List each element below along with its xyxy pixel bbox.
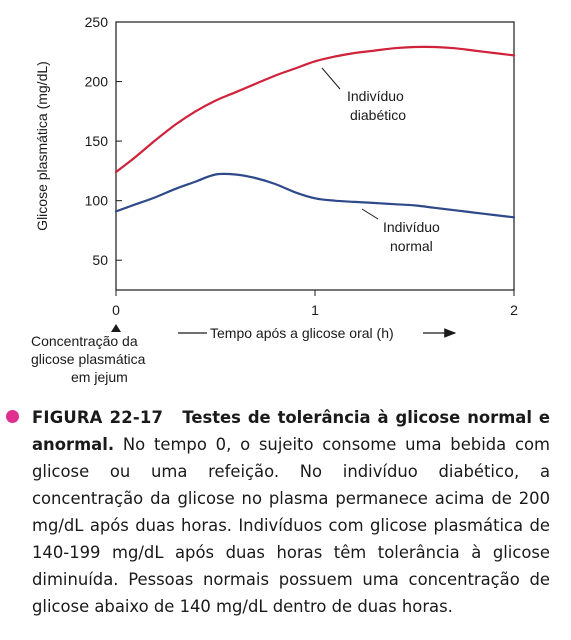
- x-tick-label: 2: [510, 302, 518, 318]
- y-axis-label: Glicose plasmática (mg/dL): [34, 61, 50, 231]
- x-tick-label: 0: [112, 302, 120, 318]
- fasting-annotation-line3: em jejum: [71, 369, 128, 385]
- caption-body: No tempo 0, o sujeito consome uma bebida…: [32, 435, 550, 616]
- x-axis-label: Tempo após a glicose oral (h): [210, 325, 394, 341]
- y-tick-label: 50: [92, 252, 108, 268]
- fasting-annotation-line1: Concentração da: [31, 333, 138, 349]
- diabetic-annotation-line2: diabético: [350, 107, 406, 123]
- normal-series-line: [114, 172, 516, 219]
- fasting-annotation-line2: glicose plasmática: [31, 351, 146, 367]
- diabetic-series-line: [114, 45, 516, 174]
- fasting-marker-triangle: [111, 324, 121, 332]
- y-tick-label: 250: [85, 14, 109, 30]
- normal-annotation-line1: Indivíduo: [383, 219, 440, 235]
- normal-annotation-line2: normal: [390, 238, 433, 254]
- y-tick-label: 100: [85, 193, 109, 209]
- series-layer: [114, 45, 516, 219]
- diabetic-annotation-line1: Indivíduo: [347, 88, 404, 104]
- y-tick-label: 150: [85, 133, 109, 149]
- normal-leader-line: [361, 208, 379, 220]
- glucose-tolerance-chart: 50 100 150 200 250 0 1 2 Indivíduo diabético In…: [31, 14, 518, 385]
- axes: 50 100 150 200 250 0 1 2: [85, 14, 518, 318]
- diabetic-leader-line: [321, 67, 341, 90]
- y-tick-label: 200: [85, 74, 109, 90]
- caption-label: FIGURA 22-17: [32, 408, 164, 427]
- caption-text: FIGURA 22-17 Testes de tolerância à glic…: [10, 404, 550, 620]
- caption-bullet-icon: [6, 410, 19, 423]
- figure-caption: FIGURA 22-17 Testes de tolerância à glic…: [6, 404, 550, 620]
- x-tick-label: 1: [311, 302, 319, 318]
- caption-title: Testes de tolerância à glicose normal e …: [32, 408, 550, 454]
